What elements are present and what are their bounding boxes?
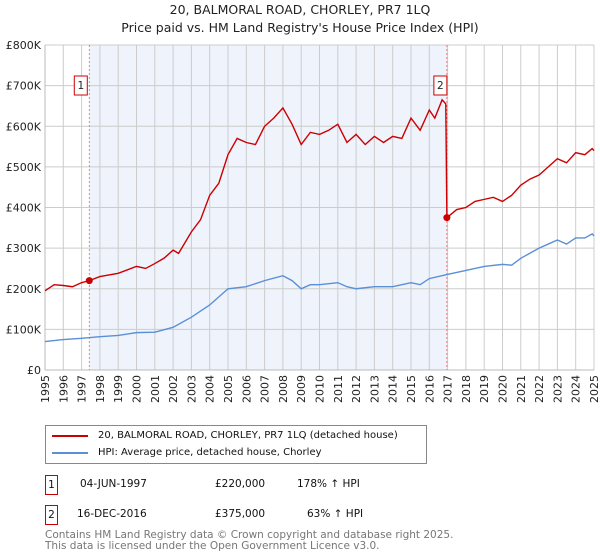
x-tick-label: 2017: [442, 375, 455, 403]
x-tick-label: 2008: [277, 375, 290, 403]
x-tick-label: 2024: [570, 375, 583, 403]
y-tick-label: £600K: [6, 120, 42, 133]
legend-label-property: 20, BALMORAL ROAD, CHORLEY, PR7 1LQ (det…: [98, 430, 398, 441]
sale-price: £375,000: [215, 508, 266, 520]
x-tick-label: 2000: [131, 375, 144, 403]
x-tick-label: 2021: [515, 375, 528, 403]
x-tick-label: 2014: [387, 375, 400, 403]
legend: 20, BALMORAL ROAD, CHORLEY, PR7 1LQ (det…: [45, 425, 427, 464]
x-tick-label: 2025: [588, 375, 600, 403]
footer-line-1: Contains HM Land Registry data © Crown c…: [45, 529, 454, 541]
x-tick-label: 2002: [167, 375, 180, 403]
y-tick-label: £400K: [6, 202, 42, 215]
x-tick-label: 2005: [222, 375, 235, 403]
y-tick-label: £100K: [6, 323, 42, 336]
y-tick-label: £300K: [6, 242, 42, 255]
sale-date: 16-DEC-2016: [77, 508, 147, 520]
chart-title: 20, BALMORAL ROAD, CHORLEY, PR7 1LQ: [169, 2, 431, 17]
x-tick-label: 1997: [76, 375, 89, 403]
y-tick-label: £500K: [6, 161, 42, 174]
x-tick-label: 2010: [314, 375, 327, 403]
price-chart: 1995 1996 1997 1998 1999 2000 2001 2002 2003 2004…: [6, 39, 600, 403]
x-tick-label: 2020: [497, 375, 510, 403]
x-tick-label: 2019: [478, 375, 491, 403]
sale-date: 04-JUN-1997: [80, 478, 147, 490]
x-tick-label: 2012: [350, 375, 363, 403]
sale-label-box: [433, 75, 448, 96]
property-price-line: [44, 98, 595, 292]
x-tick-label: 1998: [94, 375, 107, 403]
footer: Contains HM Land Registry data © Crown c…: [45, 530, 453, 552]
sale-hpi: 63% ↑ HPI: [307, 508, 364, 520]
x-tick-label: 2001: [149, 375, 162, 403]
x-tick-label: 1996: [57, 375, 70, 403]
legend-label-hpi: HPI: Average price, detached house, Chor…: [98, 447, 322, 458]
x-tick-label: 2011: [332, 375, 345, 403]
x-tick-label: 2015: [405, 375, 418, 403]
y-tick-label: £800K: [6, 39, 42, 52]
sale-point: [443, 214, 451, 222]
x-tick-label: 2013: [368, 375, 381, 403]
chart-subtitle: Price paid vs. HM Land Registry's House …: [121, 20, 479, 35]
y-tick-label: £0: [27, 364, 41, 377]
hpi-line: [44, 233, 595, 343]
y-tick-label: £700K: [6, 80, 42, 93]
legend-swatch-property: [52, 434, 88, 437]
x-tick-label: 2023: [551, 375, 564, 403]
y-tick-label: £200K: [6, 283, 42, 296]
sale-badge: 2: [45, 505, 58, 525]
x-tick-label: 1995: [39, 375, 52, 403]
sale-badge: 1: [45, 475, 58, 495]
sale-label: 1: [77, 80, 84, 92]
sale-label: 2: [437, 80, 444, 92]
sale-price: £220,000: [215, 478, 266, 490]
x-tick-label: 2022: [533, 375, 546, 403]
x-tick-label: 2003: [185, 375, 198, 403]
x-tick-label: 1999: [112, 375, 125, 403]
footer-line-2: This data is licensed under the Open Gov…: [45, 540, 380, 552]
sale-label-box: [73, 75, 88, 96]
x-tick-label: 2004: [204, 375, 217, 403]
x-tick-label: 2016: [423, 375, 436, 403]
sale-hpi: 178% ↑ HPI: [297, 478, 360, 490]
x-tick-label: 2018: [460, 375, 473, 403]
sale-point: [85, 277, 93, 285]
x-tick-label: 2007: [259, 375, 272, 403]
x-tick-label: 2009: [295, 375, 308, 403]
legend-swatch-hpi: [52, 451, 88, 454]
x-tick-label: 2006: [240, 375, 253, 403]
